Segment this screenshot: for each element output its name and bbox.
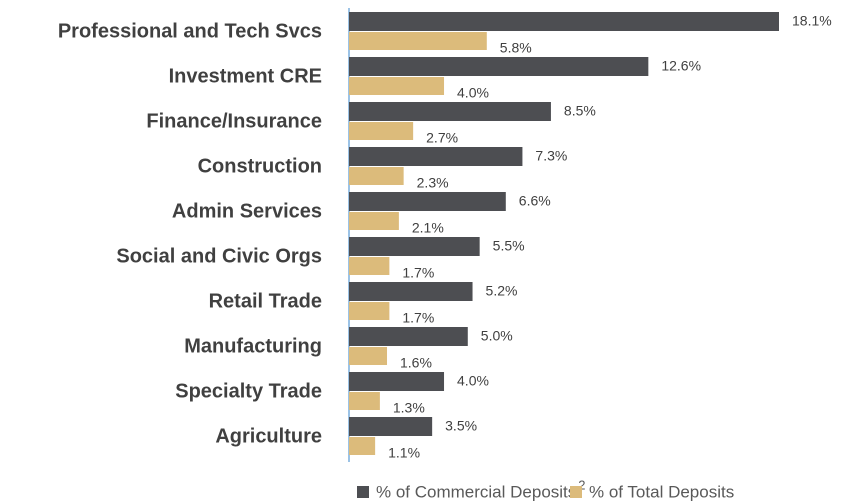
category-label: Admin Services <box>172 200 322 222</box>
value-label: 5.8% <box>500 40 532 56</box>
category-label: Retail Trade <box>209 290 322 312</box>
bar <box>349 392 380 410</box>
legend-swatch <box>357 486 369 498</box>
value-label: 2.3% <box>417 175 449 191</box>
bar <box>349 212 399 230</box>
value-label: 5.5% <box>493 238 525 254</box>
legend-label: % of Commercial Deposits <box>376 482 576 501</box>
bar <box>349 257 390 275</box>
category-label: Investment CRE <box>169 65 322 87</box>
value-label: 4.0% <box>457 85 489 101</box>
category-label: Specialty Trade <box>175 380 322 402</box>
value-label: 1.6% <box>400 355 432 371</box>
legend-footnote: 2 <box>578 477 585 492</box>
bar <box>349 57 649 76</box>
value-label: 1.1% <box>388 445 420 461</box>
value-label: 7.3% <box>535 148 567 164</box>
category-label: Social and Civic Orgs <box>116 245 322 267</box>
value-label: 6.6% <box>519 193 551 209</box>
value-label: 8.5% <box>564 103 596 119</box>
bar <box>349 192 506 211</box>
category-label: Finance/Insurance <box>146 110 322 132</box>
category-label: Construction <box>198 155 322 177</box>
value-label: 12.6% <box>661 58 701 74</box>
bar <box>349 102 551 121</box>
bar <box>349 302 390 320</box>
bar <box>349 282 473 301</box>
category-label: Agriculture <box>215 425 322 447</box>
bar <box>349 372 445 391</box>
bar <box>349 237 480 256</box>
bar <box>349 347 388 365</box>
value-label: 18.1% <box>792 13 832 29</box>
legend-label: % of Total Deposits <box>589 482 734 501</box>
bar <box>349 327 468 346</box>
legend-swatch <box>570 486 582 498</box>
bar <box>349 417 433 436</box>
bar <box>349 32 487 50</box>
bar <box>349 122 414 140</box>
bar <box>349 77 445 95</box>
value-label: 2.7% <box>426 130 458 146</box>
value-label: 5.0% <box>481 328 513 344</box>
value-label: 1.7% <box>402 265 434 281</box>
bar <box>349 12 779 31</box>
value-label: 5.2% <box>486 283 518 299</box>
category-label: Professional and Tech Svcs <box>58 20 322 42</box>
value-label: 3.5% <box>445 418 477 434</box>
value-label: 1.7% <box>402 310 434 326</box>
value-label: 2.1% <box>412 220 444 236</box>
value-label: 4.0% <box>457 373 489 389</box>
value-label: 1.3% <box>393 400 425 416</box>
bar <box>349 167 404 185</box>
bar <box>349 147 523 166</box>
bar <box>349 437 376 455</box>
category-label: Manufacturing <box>184 335 322 357</box>
